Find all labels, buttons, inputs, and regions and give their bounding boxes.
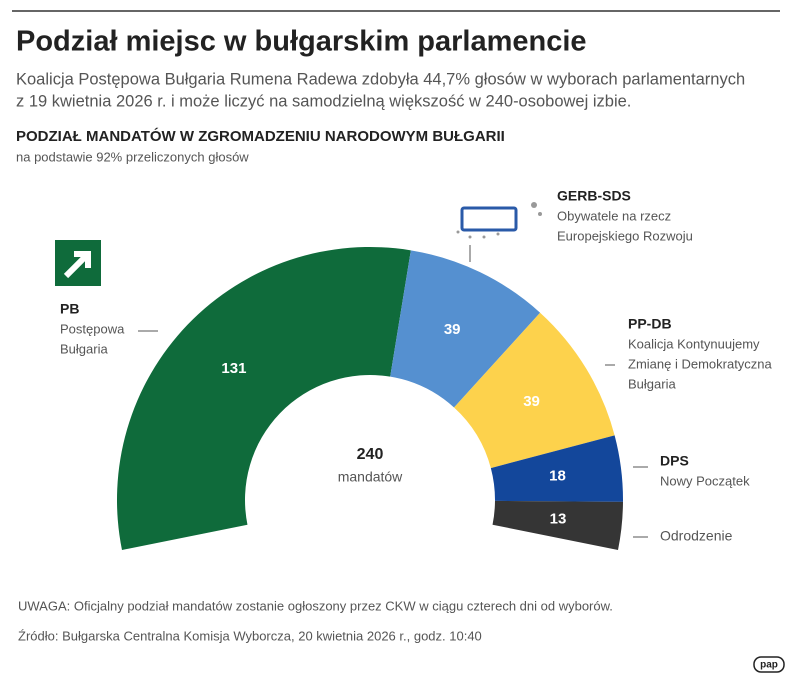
party-description: Zmianę i Demokratyczna [628, 356, 773, 371]
total-label: mandatów [338, 469, 403, 485]
segment [492, 500, 623, 550]
party-description: Nowy Początek [660, 473, 750, 488]
source: Źródło: Bułgarska Centralna Komisja Wybo… [18, 628, 482, 643]
value-label: 39 [444, 321, 461, 338]
party-name: PB [60, 301, 79, 317]
total-value: 240 [357, 446, 384, 463]
party-description: Europejskiego Rozwoju [557, 228, 693, 243]
party-name: GERB-SDS [557, 188, 631, 204]
value-label: 13 [550, 510, 567, 527]
segment [454, 312, 615, 469]
subtitle-line: Koalicja Postępowa Bułgaria Rumena Radew… [16, 70, 745, 88]
pb-logo [55, 240, 101, 286]
page-title: Podział miejsc w bułgarskim parlamencie [16, 26, 587, 58]
chart-subtitle: na podstawie 92% przeliczonych głosów [16, 149, 249, 164]
party-description: Postępowa [60, 321, 125, 336]
chart-title: PODZIAŁ MANDATÓW W ZGROMADZENIU NARODOWY… [16, 127, 505, 145]
value-label: 131 [221, 360, 246, 377]
note: UWAGA: Oficjalny podział mandatów zostan… [18, 598, 613, 613]
party-name: PP-DB [628, 316, 672, 332]
party-description: Bułgaria [628, 376, 676, 391]
party-description: Bułgaria [60, 341, 108, 356]
party-description: Obywatele na rzecz [557, 208, 671, 223]
party-name: DPS [660, 453, 689, 469]
segment [116, 247, 411, 550]
value-label: 18 [549, 467, 566, 484]
brand-badge [753, 656, 785, 673]
value-label: 39 [523, 393, 540, 410]
party-description: Koalicja Kontynuujemy [628, 336, 760, 351]
gerb-logo [456, 202, 542, 239]
segment [490, 435, 624, 502]
party-name: Odrodzenie [660, 528, 733, 544]
segment [390, 250, 541, 408]
brand: pap [760, 660, 778, 671]
subtitle-line: z 19 kwietnia 2026 r. i może liczyć na s… [16, 92, 631, 110]
